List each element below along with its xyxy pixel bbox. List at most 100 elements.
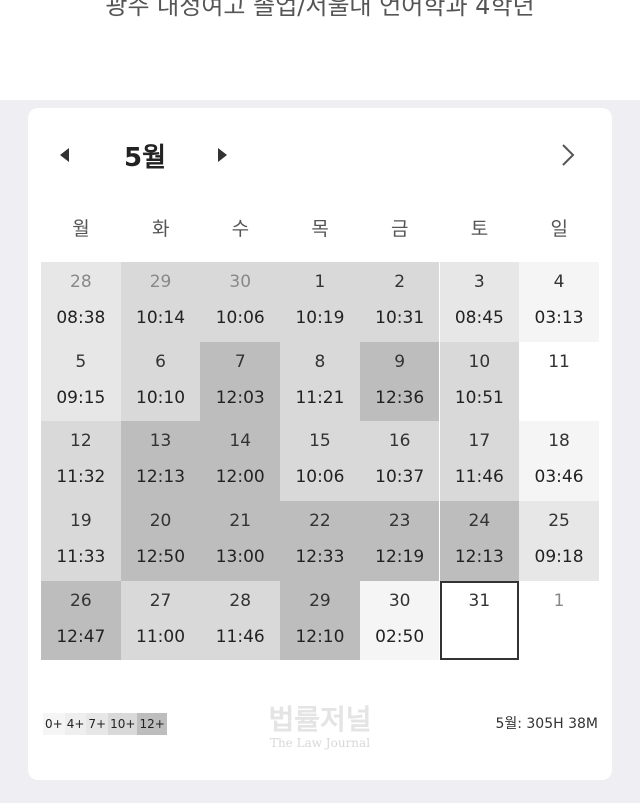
day-cell: 11: [519, 341, 599, 422]
weekday: 일: [550, 218, 568, 240]
day-number: 7: [234, 351, 246, 372]
study-time: 12:13: [454, 547, 504, 568]
day-cell[interactable]: 29 10:14: [120, 262, 201, 342]
day-cell[interactable]: 25 09:18: [519, 501, 599, 581]
day-cell[interactable]: 2 10:31: [359, 262, 440, 342]
study-time: 11:33: [56, 547, 106, 568]
day-number: 16: [388, 431, 411, 452]
profile-text: 광주 대정여고 졸업/서울대 언어학과 4학년: [105, 0, 535, 20]
day-cell[interactable]: 9 12:36: [359, 341, 440, 422]
day-number: 29: [149, 272, 172, 292]
day-number: 1: [553, 590, 565, 611]
study-time: 12:19: [375, 547, 425, 568]
day-number: 26: [70, 590, 92, 611]
day-cell[interactable]: 8 11:21: [280, 341, 360, 422]
study-time: 12:10: [295, 626, 345, 647]
day-cell[interactable]: 1 10:19: [280, 262, 360, 342]
weekday: 금: [391, 218, 409, 240]
day-cell[interactable]: 16 10:37: [359, 421, 440, 502]
day-number: 5: [75, 351, 87, 372]
legend-item: 7+: [86, 713, 109, 735]
day-cell[interactable]: 10 10:51: [439, 341, 520, 422]
weekday: 화: [151, 218, 170, 240]
day-cell[interactable]: 30 10:06: [200, 262, 281, 342]
day-cell[interactable]: 15 10:06: [280, 421, 360, 502]
day-cell[interactable]: 4 03:13: [519, 262, 599, 342]
day-number: 17: [468, 431, 491, 452]
day-number: 8: [314, 351, 326, 372]
legend-item: 12+: [137, 713, 167, 735]
next-month[interactable]: [212, 145, 232, 165]
forward-arrow[interactable]: [556, 142, 580, 168]
day-cell[interactable]: 12 11:32: [41, 421, 121, 502]
day-cell[interactable]: 21 13:00: [200, 501, 281, 581]
day-number: 21: [229, 511, 252, 532]
day-cell[interactable]: 5 09:15: [41, 341, 121, 422]
day-cell[interactable]: 7 12:03: [200, 341, 281, 422]
study-time: 11:46: [454, 467, 504, 488]
day-cell[interactable]: 28 11:46: [200, 580, 281, 661]
study-time: 08:45: [454, 308, 504, 328]
day-cell[interactable]: 20 12:50: [120, 501, 201, 581]
day-cell[interactable]: 18 03:46: [519, 421, 599, 502]
study-time: 12:03: [215, 387, 265, 408]
day-number: 31: [468, 590, 491, 611]
study-time: 10:06: [215, 308, 265, 328]
day-cell[interactable]: 29 12:10: [280, 580, 360, 661]
day-cell[interactable]: 14 12:00: [200, 421, 281, 502]
day-cell[interactable]: 26 12:47: [41, 580, 121, 661]
month-title: 5월: [123, 143, 166, 173]
day-number: 14: [229, 431, 252, 452]
day-cell[interactable]: 27 11:00: [120, 580, 201, 661]
day-cell[interactable]: 6 10:10: [120, 341, 201, 422]
study-time: 08:38: [56, 308, 106, 328]
legend-item: 10+: [108, 713, 138, 735]
day-cell[interactable]: 22 12:33: [280, 501, 360, 581]
day-number: 28: [70, 272, 92, 292]
day-number: 18: [548, 431, 570, 452]
day-number: 12: [70, 431, 92, 452]
day-cell: 31: [439, 580, 520, 661]
day-cell[interactable]: 3 08:45: [439, 262, 520, 342]
weekday: 목: [311, 218, 329, 240]
day-cell[interactable]: 24 12:13: [439, 501, 520, 581]
day-cell[interactable]: 28 08:38: [41, 262, 121, 342]
study-time: 10:19: [295, 308, 345, 328]
study-time: 11:00: [136, 626, 186, 647]
day-cell[interactable]: 13 12:13: [120, 421, 201, 502]
study-time: 13:00: [215, 547, 265, 568]
legend-item: 0+: [43, 713, 65, 735]
day-number: 4: [553, 272, 565, 292]
weekday: 수: [231, 218, 250, 240]
day-cell[interactable]: 19 11:33: [41, 501, 121, 581]
study-time: 03:13: [534, 308, 584, 328]
day-cell[interactable]: 23 12:19: [359, 501, 440, 581]
study-time: 10:51: [454, 387, 504, 408]
day-number: 28: [229, 590, 252, 611]
day-number: 30: [388, 590, 411, 611]
legend: 0+ 4+ 7+ 10+ 12+: [43, 713, 167, 735]
study-time: 10:37: [375, 467, 425, 488]
day-number: 9: [394, 351, 406, 372]
watermark: 법률저널: [268, 703, 372, 736]
watermark-sub: The Law Journal: [269, 736, 371, 750]
study-time: 11:21: [295, 387, 345, 408]
study-time: 09:18: [534, 547, 584, 568]
study-time: 10:10: [136, 387, 186, 408]
day-number: 3: [473, 272, 485, 292]
day-cell[interactable]: 30 02:50: [359, 580, 440, 661]
study-time: 12:00: [215, 467, 265, 488]
day-number: 23: [388, 511, 411, 532]
weekday: 토: [470, 218, 489, 240]
day-cell[interactable]: 17 11:46: [439, 421, 520, 502]
study-time: 02:50: [375, 626, 425, 647]
day-number: 30: [229, 272, 252, 292]
study-time: 12:50: [136, 547, 186, 568]
day-number: 1: [314, 272, 326, 292]
legend-item: 4+: [64, 713, 87, 735]
day-number: 13: [149, 431, 172, 452]
prev-month[interactable]: [55, 145, 75, 165]
study-time: 12:33: [295, 547, 345, 568]
study-time: 10:31: [375, 308, 425, 328]
day-number: 29: [309, 590, 331, 611]
